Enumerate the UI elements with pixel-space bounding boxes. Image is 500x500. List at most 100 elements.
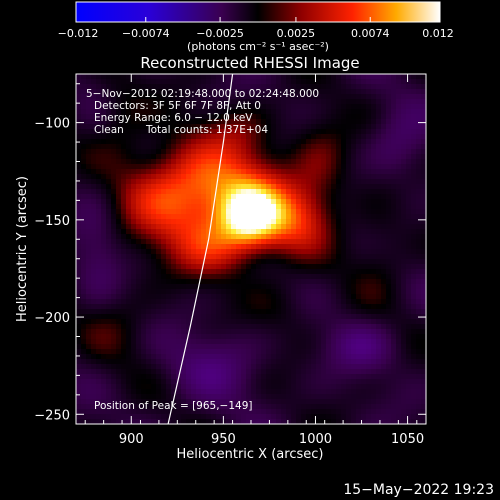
heatmap-cell (316, 279, 322, 285)
heatmap-cell (116, 274, 122, 280)
heatmap-cell (226, 189, 232, 195)
heatmap-cell (136, 229, 142, 235)
heatmap-cell (156, 304, 162, 310)
heatmap-cell (216, 309, 222, 315)
heatmap-cell (211, 169, 217, 175)
heatmap-cell (281, 369, 287, 375)
heatmap-cell (361, 169, 367, 175)
heatmap-cell (341, 189, 347, 195)
heatmap-cell (221, 289, 227, 295)
heatmap-cell (171, 299, 177, 305)
heatmap-cell (116, 259, 122, 265)
heatmap-cell (321, 219, 327, 225)
heatmap-cell (196, 409, 202, 415)
heatmap-cell (391, 174, 397, 180)
heatmap-cell (196, 264, 202, 270)
heatmap-cell (286, 274, 292, 280)
heatmap-cell (366, 194, 372, 200)
heatmap-cell (296, 384, 302, 390)
heatmap-cell (86, 184, 92, 190)
heatmap-cell (91, 324, 97, 330)
heatmap-cell (111, 84, 117, 90)
heatmap-cell (146, 219, 152, 225)
heatmap-cell (86, 159, 92, 165)
heatmap-cell (296, 229, 302, 235)
heatmap-cell (391, 109, 397, 115)
heatmap-cell (81, 329, 87, 335)
heatmap-cell (226, 344, 232, 350)
heatmap-cell (256, 209, 262, 215)
heatmap-cell (221, 299, 227, 305)
heatmap-cell (331, 294, 337, 300)
heatmap-cell (326, 124, 332, 130)
heatmap-cell (311, 329, 317, 335)
heatmap-cell (421, 94, 426, 100)
heatmap-cell (421, 224, 426, 230)
heatmap-cell (206, 204, 212, 210)
heatmap-cell (141, 299, 147, 305)
heatmap-cell (366, 99, 372, 105)
heatmap-cell (186, 164, 192, 170)
heatmap-cell (126, 164, 132, 170)
heatmap-cell (81, 174, 87, 180)
heatmap-cell (231, 209, 237, 215)
heatmap-cell (421, 79, 426, 85)
heatmap-cell (251, 199, 257, 205)
heatmap-cell (416, 274, 422, 280)
heatmap-cell (366, 219, 372, 225)
heatmap-cell (191, 364, 197, 370)
heatmap-cell (101, 224, 107, 230)
heatmap-cell (241, 214, 247, 220)
heatmap-cell (401, 214, 407, 220)
heatmap-cell (351, 204, 357, 210)
heatmap-cell (161, 379, 167, 385)
heatmap-cell (416, 154, 422, 160)
heatmap-cell (221, 284, 227, 290)
heatmap-cell (161, 144, 167, 150)
heatmap-cell (316, 199, 322, 205)
heatmap-cell (311, 199, 317, 205)
heatmap-cell (316, 414, 322, 420)
heatmap-cell (351, 414, 357, 420)
heatmap-cell (326, 244, 332, 250)
heatmap-cell (81, 109, 87, 115)
heatmap-cell (281, 334, 287, 340)
heatmap-cell (191, 244, 197, 250)
heatmap-cell (281, 179, 287, 185)
heatmap-cell (246, 334, 252, 340)
heatmap-cell (221, 249, 227, 255)
heatmap-cell (106, 339, 112, 345)
heatmap-cell (291, 154, 297, 160)
heatmap-cell (146, 144, 152, 150)
heatmap-cell (91, 194, 97, 200)
heatmap-cell (391, 219, 397, 225)
heatmap-cell (171, 219, 177, 225)
heatmap-cell (91, 99, 97, 105)
heatmap-cell (206, 374, 212, 380)
heatmap-cell (221, 229, 227, 235)
heatmap-cell (366, 359, 372, 365)
heatmap-cell (176, 209, 182, 215)
heatmap-cell (411, 249, 417, 255)
heatmap-cell (331, 364, 337, 370)
heatmap-cell (176, 399, 182, 405)
heatmap-cell (186, 124, 192, 130)
heatmap-cell (121, 334, 127, 340)
heatmap-cell (251, 264, 257, 270)
heatmap-cell (376, 249, 382, 255)
heatmap-cell (261, 144, 267, 150)
heatmap-cell (356, 284, 362, 290)
heatmap-cell (126, 354, 132, 360)
heatmap-cell (86, 74, 92, 80)
heatmap-cell (226, 249, 232, 255)
heatmap-cell (396, 304, 402, 310)
heatmap-cell (376, 194, 382, 200)
heatmap-cell (261, 94, 267, 100)
heatmap-cell (171, 194, 177, 200)
heatmap-cell (161, 79, 167, 85)
heatmap-cell (286, 199, 292, 205)
heatmap-cell (346, 374, 352, 380)
heatmap-cell (311, 99, 317, 105)
heatmap-cell (376, 214, 382, 220)
heatmap-cell (336, 384, 342, 390)
